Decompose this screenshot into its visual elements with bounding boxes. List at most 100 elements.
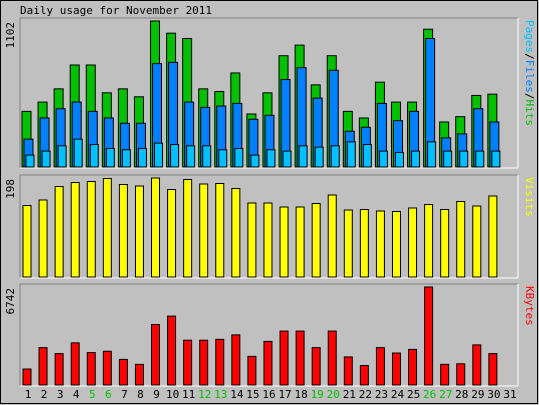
bar-visits-day-3-fill <box>54 186 64 278</box>
side-legend-label: KBytes <box>523 286 536 326</box>
bar-kbytes-day-17-fill <box>279 330 289 386</box>
bar-kbytes-day-18-fill <box>295 330 305 386</box>
bar-visits-day-28 <box>456 201 466 278</box>
bar-kbytes-day-26-fill <box>424 286 434 386</box>
bar-kbytes-day-5-fill <box>86 352 96 386</box>
bar-pages-day-14 <box>234 147 244 168</box>
bar-pages-day-12-fill <box>202 145 212 168</box>
side-legend-segment: / <box>523 53 536 60</box>
x-tick-label-day-6: 6 <box>105 388 112 401</box>
bar-visits-day-7-fill <box>118 184 128 278</box>
bar-kbytes-day-14-fill <box>231 334 241 386</box>
bar-kbytes-day-2-fill <box>38 347 48 386</box>
x-tick-label-day-11: 11 <box>182 388 195 401</box>
bar-pages-day-19-fill <box>314 146 324 168</box>
bar-visits-day-25 <box>408 207 418 278</box>
bar-visits-day-2 <box>38 199 48 278</box>
bar-kbytes-day-5 <box>86 352 96 386</box>
side-legend-segment: Visits <box>523 177 536 217</box>
x-tick-label-day-17: 17 <box>278 388 291 401</box>
bar-kbytes-day-19 <box>311 347 321 386</box>
bar-pages-day-19 <box>314 146 324 168</box>
bar-pages-day-29-fill <box>475 150 485 168</box>
bar-kbytes-day-25-fill <box>408 348 418 386</box>
x-tick-label-day-22: 22 <box>359 388 372 401</box>
bar-kbytes-day-7-fill <box>118 358 128 386</box>
x-tick-label-day-9: 9 <box>153 388 160 401</box>
bar-visits-day-29-fill <box>472 205 482 278</box>
bar-visits-day-9 <box>151 177 161 278</box>
panel-visits: 198 Visits <box>4 174 536 279</box>
bar-pages-day-25-fill <box>411 150 421 168</box>
bar-pages-day-8-fill <box>137 147 147 168</box>
bar-kbytes-day-3 <box>54 353 64 386</box>
bar-pages-day-30 <box>491 150 501 168</box>
bar-visits-day-8 <box>134 185 144 278</box>
bar-visits-day-23 <box>375 210 385 278</box>
bar-pages-day-17 <box>282 150 292 168</box>
bar-pages-day-21-fill <box>346 141 356 168</box>
x-tick-label-day-21: 21 <box>343 388 356 401</box>
bar-kbytes-day-7 <box>118 358 128 386</box>
bar-visits-day-29 <box>472 205 482 278</box>
x-axis-labels: 1 2 3 4 5 6 7 8 9 10 11 12 13 14 15 16 17 18 19 20 21 22 23 24 2… <box>25 388 517 401</box>
bar-kbytes-day-6-fill <box>102 350 112 386</box>
bar-pages-day-13-fill <box>218 149 228 168</box>
bar-pages-day-12 <box>202 145 212 168</box>
bar-kbytes-day-13 <box>215 338 225 386</box>
x-tick-label-day-25: 25 <box>407 388 420 401</box>
side-legend-segment: Hits <box>523 100 536 127</box>
bar-kbytes-day-11-fill <box>183 339 193 386</box>
bar-kbytes-day-13-fill <box>215 338 225 386</box>
bar-pages-day-10 <box>170 143 180 168</box>
bar-kbytes-day-4-fill <box>70 342 80 386</box>
bar-visits-day-22 <box>359 209 369 278</box>
bar-visits-day-18 <box>295 206 305 278</box>
bar-pages-day-3-fill <box>57 145 67 168</box>
bar-kbytes-day-21-fill <box>343 356 353 386</box>
x-tick-label-day-12: 12 <box>198 388 211 401</box>
bar-pages-day-14-fill <box>234 147 244 168</box>
bar-visits-day-2-fill <box>38 199 48 278</box>
x-tick-label-day-29: 29 <box>471 388 484 401</box>
bar-kbytes-day-22 <box>359 365 369 386</box>
x-tick-label-day-1: 1 <box>25 388 32 401</box>
bar-kbytes-day-30-fill <box>488 353 498 386</box>
bar-kbytes-day-3-fill <box>54 353 64 386</box>
bar-visits-day-12-fill <box>199 183 209 278</box>
bar-kbytes-day-28 <box>456 363 466 386</box>
bar-visits-day-5 <box>86 181 96 278</box>
bar-visits-day-4 <box>70 182 80 278</box>
bar-kbytes-day-8-fill <box>134 363 144 386</box>
bar-pages-day-25 <box>411 150 421 168</box>
x-tick-label-day-20: 20 <box>327 388 340 401</box>
x-tick-label-day-10: 10 <box>166 388 179 401</box>
bar-kbytes-day-12-fill <box>199 339 209 386</box>
y-max-label: 1102 <box>4 22 17 49</box>
bar-visits-day-16-fill <box>263 202 273 278</box>
bar-pages-day-30-fill <box>491 150 501 168</box>
bar-pages-day-22-fill <box>362 143 372 168</box>
bar-pages-day-24-fill <box>394 151 404 168</box>
bar-visits-day-28-fill <box>456 201 466 278</box>
bar-visits-day-15 <box>247 202 257 278</box>
bar-visits-day-6-fill <box>102 178 112 278</box>
bar-kbytes-day-10 <box>167 315 177 386</box>
bar-pages-day-7-fill <box>121 149 131 168</box>
bar-visits-day-26-fill <box>424 204 434 278</box>
side-legend-segment: / <box>523 93 536 100</box>
bar-pages-day-1-fill <box>25 154 35 168</box>
bar-kbytes-day-14 <box>231 334 241 386</box>
bar-kbytes-day-20 <box>327 330 337 386</box>
bar-visits-day-9-fill <box>151 177 161 278</box>
panel-hits_files_pages: 1102 Pages/Files/Hits <box>4 17 536 169</box>
x-tick-label-day-30: 30 <box>487 388 500 401</box>
x-tick-label-day-23: 23 <box>375 388 388 401</box>
bar-visits-day-20 <box>327 194 337 278</box>
bar-kbytes-day-17 <box>279 330 289 386</box>
x-tick-label-day-13: 13 <box>214 388 227 401</box>
x-tick-label-day-26: 26 <box>423 388 436 401</box>
bar-visits-day-20-fill <box>327 194 337 278</box>
bar-pages-day-24 <box>394 151 404 168</box>
